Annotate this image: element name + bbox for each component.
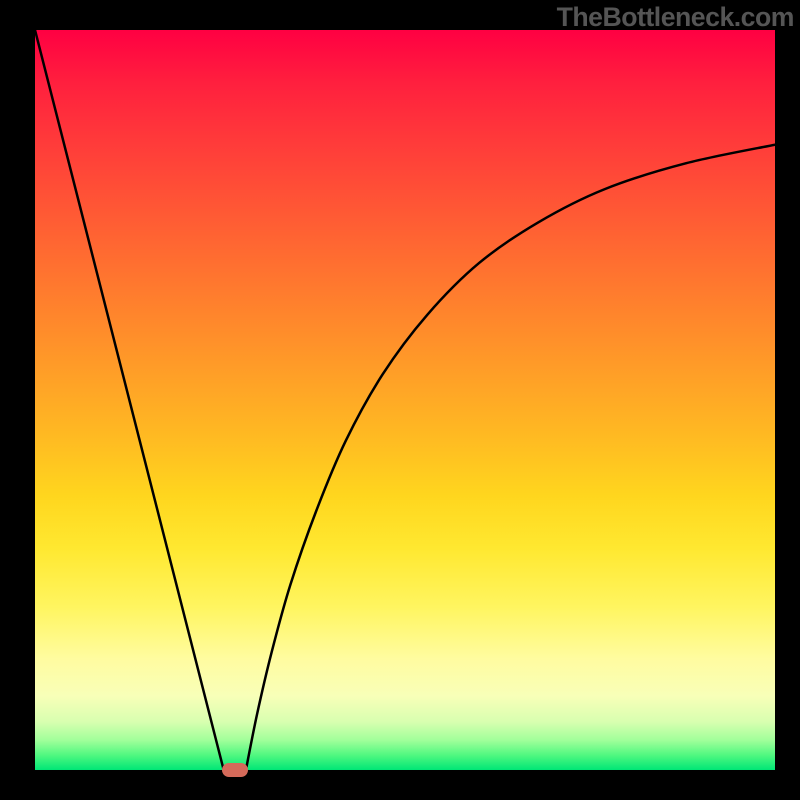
optimum-marker: [222, 763, 248, 777]
watermark-text: TheBottleneck.com: [557, 2, 794, 33]
plot-svg: [35, 30, 775, 770]
plot-background: [35, 30, 775, 770]
bottleneck-figure: TheBottleneck.com: [0, 0, 800, 800]
plot-area: [35, 30, 775, 770]
